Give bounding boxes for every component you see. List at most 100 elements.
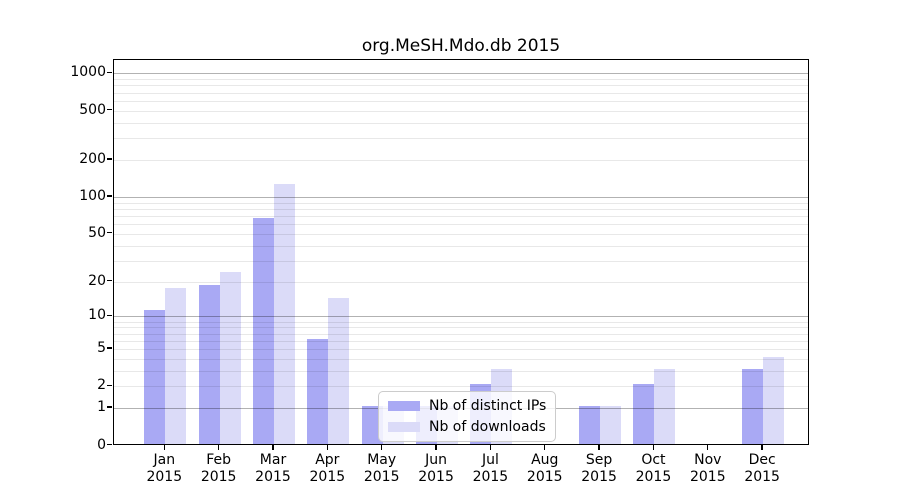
x-tick-mark: [761, 445, 763, 450]
x-tick-mark: [707, 445, 709, 450]
x-tick-mark: [272, 445, 274, 450]
gridline-minor: [114, 159, 808, 161]
x-tick-label: Mar 2015: [242, 452, 304, 486]
x-tick-label: Dec 2015: [731, 452, 793, 486]
gridline-minor: [114, 233, 808, 235]
x-tick-mark: [163, 445, 165, 450]
gridline-minor: [114, 100, 808, 102]
x-tick-label: Nov 2015: [677, 452, 739, 486]
x-tick-mark: [598, 445, 600, 450]
x-tick-year: 2015: [526, 469, 563, 485]
legend-swatch-downloads: [388, 422, 420, 432]
y-tick-label: 1: [97, 399, 106, 416]
x-tick-year: 2015: [146, 469, 183, 485]
bar-downloads-apr: [328, 297, 350, 444]
x-tick-month: Oct: [641, 452, 666, 468]
x-tick-month: Dec: [748, 452, 776, 468]
gridline-minor: [114, 138, 808, 140]
grid-layer: [114, 60, 808, 444]
y-tick-label: 100: [79, 187, 106, 204]
x-tick-label: Oct 2015: [622, 452, 684, 486]
gridline-minor: [114, 224, 808, 226]
x-tick-label: Aug 2015: [514, 452, 576, 486]
x-tick-label: Feb 2015: [188, 452, 250, 486]
x-tick-year: 2015: [689, 469, 726, 485]
x-tick-label: Jun 2015: [405, 452, 467, 486]
gridline-minor: [114, 281, 808, 283]
x-tick-mark: [326, 445, 329, 450]
x-tick-mark: [489, 445, 492, 450]
y-tick-mark: [107, 195, 112, 197]
legend-label-distinct-ips: Nb of distinct IPs: [429, 398, 547, 414]
gridline-minor: [114, 85, 808, 87]
gridline-minor: [114, 333, 808, 335]
x-tick-year: 2015: [418, 469, 454, 485]
x-tick-year: 2015: [744, 469, 780, 485]
x-tick-mark: [381, 445, 383, 450]
bar-downloads-oct: [654, 368, 676, 444]
gridline-major: [114, 73, 808, 75]
x-tick-month: Feb: [206, 452, 232, 468]
x-tick-label: Sep 2015: [568, 452, 630, 486]
gridline-minor: [114, 215, 808, 217]
legend: Nb of distinct IPs Nb of downloads: [378, 391, 557, 442]
x-tick-label: Apr 2015: [296, 452, 358, 486]
bar-distinct-ips-mar: [253, 217, 274, 444]
x-tick-year: 2015: [255, 469, 291, 485]
bar-distinct-ips-feb: [198, 284, 220, 444]
y-tick-label: 20: [88, 272, 106, 289]
x-tick-mark: [652, 445, 655, 450]
y-tick-label: 50: [88, 224, 106, 241]
gridline-minor: [114, 260, 808, 262]
bar-distinct-ips-apr: [307, 338, 329, 444]
gridline-minor: [114, 340, 808, 342]
gridline-major: [114, 196, 808, 198]
bar-downloads-dec: [763, 356, 785, 444]
x-tick-month: Jul: [481, 452, 499, 468]
chart-title: org.MeSH.Mdo.db 2015: [361, 36, 561, 56]
bar-distinct-ips-oct: [633, 384, 655, 444]
y-tick-mark: [107, 158, 112, 160]
y-tick-label: 10: [88, 307, 106, 324]
x-tick-year: 2015: [581, 469, 617, 485]
gridline-minor: [114, 245, 808, 247]
y-tick-mark: [107, 347, 112, 349]
y-tick-label: 0: [97, 436, 106, 453]
bar-downloads-mar: [274, 183, 295, 444]
bar-downloads-sep: [600, 406, 622, 444]
y-tick-mark: [107, 71, 112, 74]
x-tick-month: Apr: [315, 452, 340, 468]
gridline-minor: [114, 92, 808, 94]
x-tick-mark: [217, 445, 220, 450]
x-tick-month: Nov: [694, 452, 722, 468]
y-tick-mark: [107, 384, 112, 387]
bar-distinct-ips-sep: [579, 406, 601, 444]
y-tick-mark: [107, 109, 112, 111]
gridline-minor: [114, 327, 808, 329]
x-tick-year: 2015: [309, 469, 346, 485]
legend-item-distinct-ips: Nb of distinct IPs: [388, 397, 546, 415]
gridline-minor: [114, 321, 808, 323]
x-tick-label: Jul 2015: [459, 452, 521, 486]
y-tick-label: 2: [97, 377, 106, 394]
y-tick-label: 5: [97, 340, 106, 356]
x-tick-year: 2015: [200, 469, 237, 485]
bar-downloads-feb: [219, 272, 241, 444]
x-tick-year: 2015: [472, 469, 509, 485]
plot-area: [113, 59, 809, 445]
x-tick-year: 2015: [635, 469, 672, 485]
x-tick-mark: [544, 445, 546, 450]
gridline-minor: [114, 110, 808, 112]
y-tick-mark: [107, 443, 112, 446]
gridline-minor: [114, 370, 808, 372]
x-tick-label: May 2015: [351, 452, 413, 486]
y-tick-mark: [107, 314, 112, 317]
bar-distinct-ips-dec: [742, 368, 764, 444]
x-tick-mark: [435, 445, 437, 450]
x-tick-year: 2015: [363, 469, 400, 485]
legend-swatch-distinct-ips: [388, 401, 420, 411]
x-tick-month: Mar: [259, 452, 287, 468]
gridline-minor: [114, 79, 808, 81]
y-tick-label: 1000: [70, 64, 106, 81]
y-tick-mark: [107, 406, 112, 408]
